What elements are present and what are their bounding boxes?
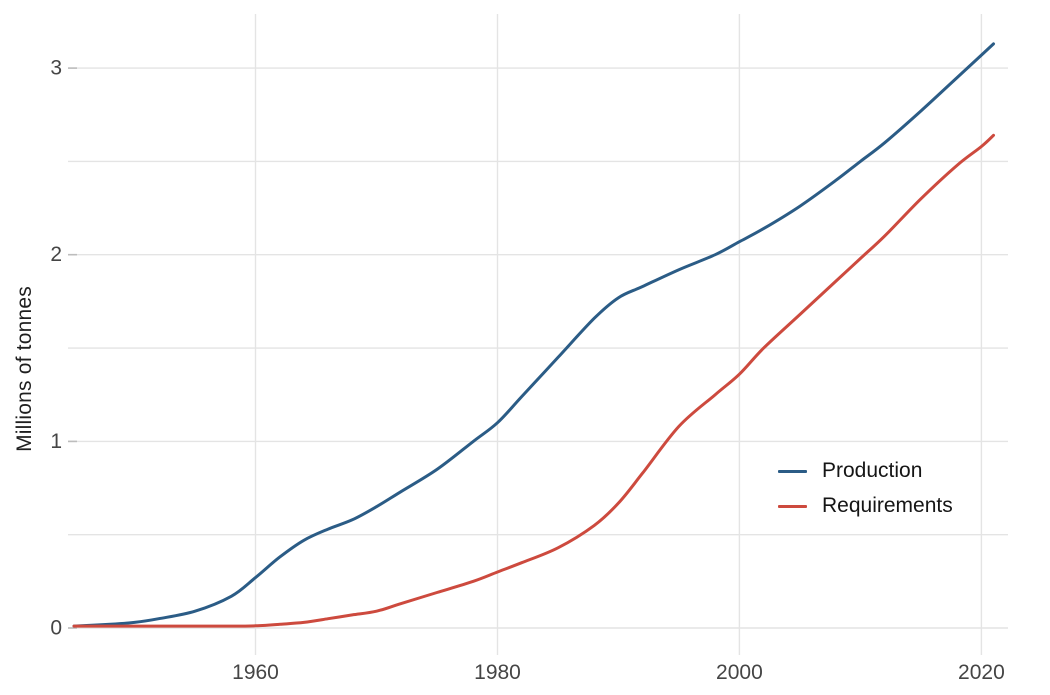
x-tick-label: 2020 [958,661,1005,684]
legend-label-production: Production [822,459,923,482]
legend-item-production: Production [778,459,953,483]
production-line-swatch [778,469,807,473]
y-tick-label: 1 [50,430,62,453]
series-line-production [72,42,995,628]
legend-label-requirements: Requirements [822,494,953,517]
legend: Production Requirements [778,459,953,518]
x-tick-label: 2000 [716,661,763,684]
series-line-requirements [72,133,995,628]
y-tick-label: 2 [50,243,62,266]
y-axis-title: Millions of tonnes [13,286,36,452]
x-tick-label: 1960 [232,661,279,684]
legend-item-requirements: Requirements [778,494,953,518]
requirements-line-swatch [778,504,807,508]
x-tick-label: 1980 [474,661,521,684]
y-tick-label: 3 [50,57,62,80]
y-tick-label: 0 [50,617,62,640]
